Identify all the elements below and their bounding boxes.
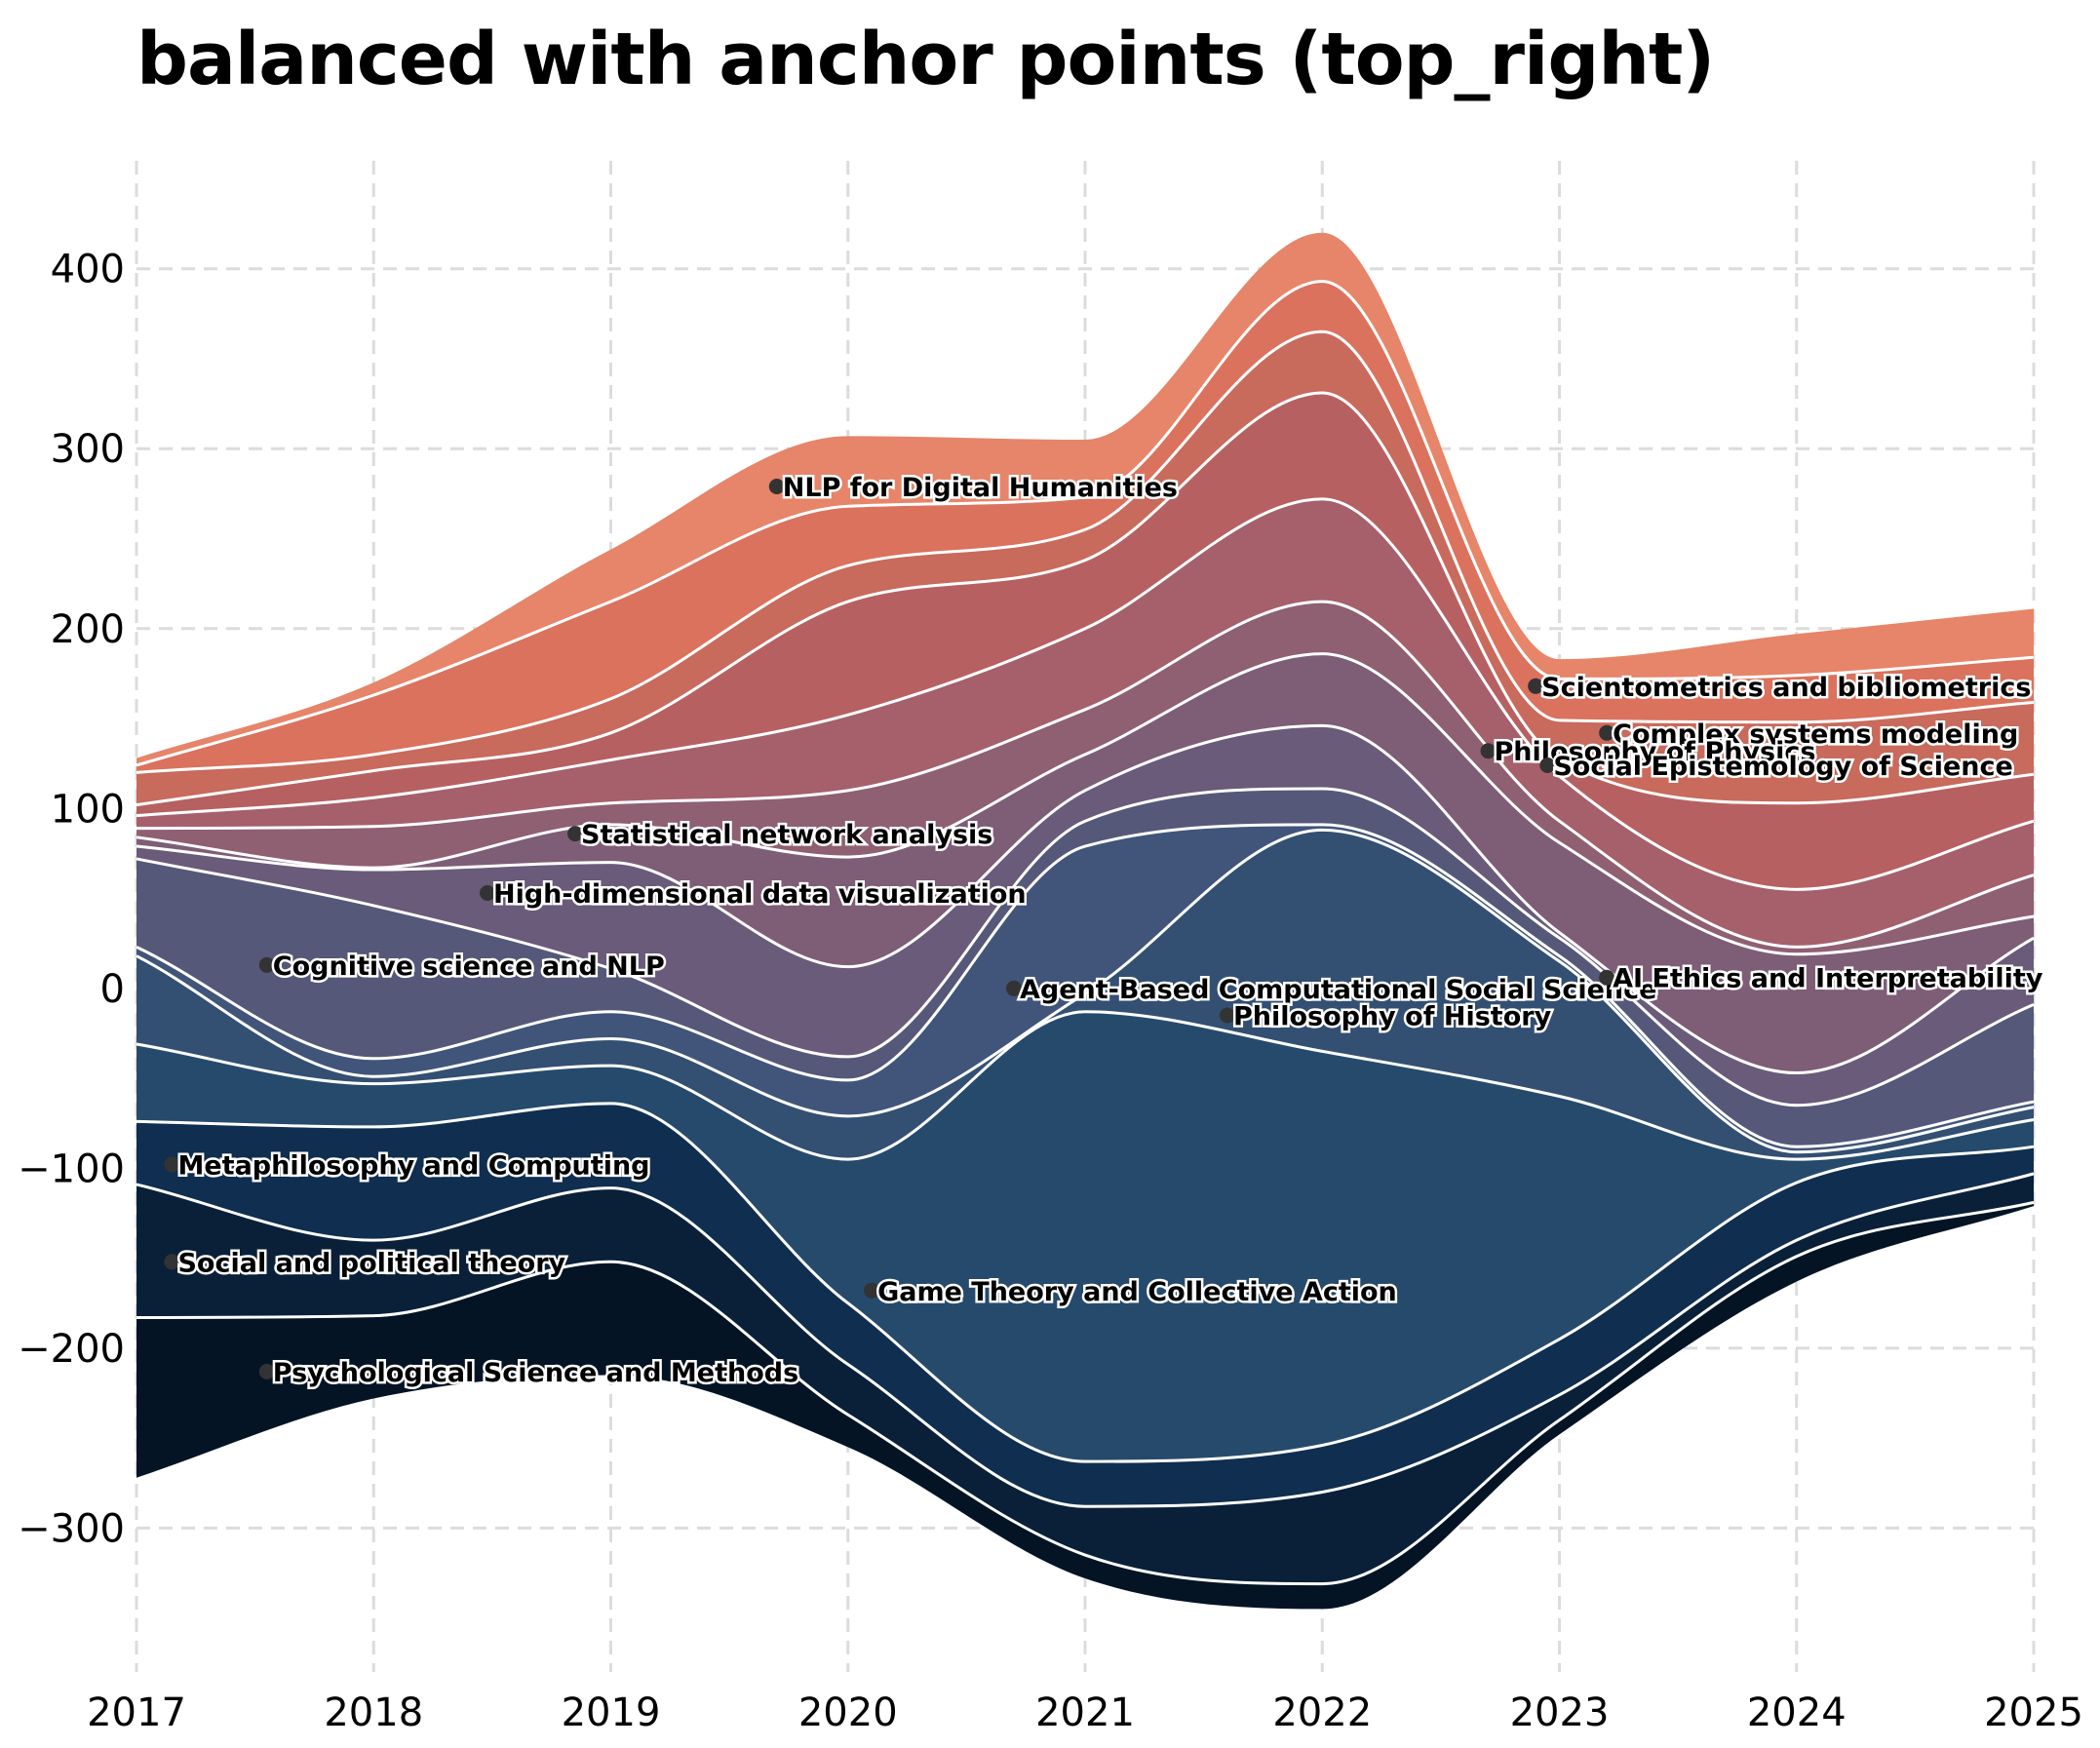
stream-area [136,1103,2034,1507]
stream-label: Cognitive science and NLP [273,952,665,982]
y-tick-label: 300 [51,427,125,472]
stream-boundary [136,652,2035,956]
stream-label: Scientometrics and bibliometrics [1541,673,2031,703]
stream-label: Agent-Based Computational Social Science [1020,975,1656,1005]
stream-area [136,281,2034,773]
stream-boundary [136,280,2035,767]
stream-area [136,1202,2034,1610]
stream-boundary [136,497,2035,891]
label-anchor-point [1599,969,1615,986]
stream-boundary [136,787,2035,1107]
stream-label: Philosophy of Physics [1495,737,1816,767]
label-anchor-point [1219,1007,1235,1024]
y-tick-label: 400 [51,248,125,292]
stream-layers [136,232,2035,1610]
chart-title: balanced with anchor points (top_right) [136,18,1715,101]
stream-area [136,788,2034,1147]
stream-label: NLP for Digital Humanities [783,473,1178,503]
x-tick-label: 2018 [324,1690,423,1735]
stream-area [136,725,2034,1106]
stream-boundary [136,391,2035,807]
stream-area [136,824,2034,1152]
label-anchor-point [258,1363,275,1379]
label-anchor-point [1528,678,1544,694]
y-tick-label: −100 [18,1146,125,1191]
x-tick-label: 2020 [798,1690,898,1735]
stream-boundary [136,1172,2035,1508]
label-anchor-point [164,1156,180,1173]
x-tick-label: 2025 [1984,1690,2083,1735]
stream-boundary [136,330,2035,774]
stream-area [136,498,2034,948]
y-tick-label: 200 [51,607,125,652]
label-anchor-point [258,956,275,973]
label-anchor-point [480,885,496,902]
x-tick-label: 2024 [1747,1690,1847,1735]
stream-boundary [136,1200,2035,1586]
x-tick-label: 2019 [562,1690,661,1735]
label-anchor-point [1006,980,1023,996]
x-tick-label: 2023 [1510,1690,1610,1735]
x-tick-label: 2022 [1272,1690,1372,1735]
stream-boundary [136,828,2035,1154]
y-tick-label: −300 [18,1506,125,1551]
x-tick-label: 2017 [87,1690,186,1735]
y-tick-label: 100 [51,787,125,832]
stream-labels: NLP for Digital Humanities Statistical ne… [164,470,2045,1390]
stream-label: Philosophy of History [1233,1001,1552,1031]
stream-boundary [136,1102,2035,1463]
stream-label: Game Theory and Collective Action [877,1277,1397,1307]
y-tick-label: 0 [100,967,125,1012]
stream-area [136,331,2034,805]
stream-label: Social Epistemology of Science [1553,752,2013,782]
label-anchor-point [1599,724,1615,741]
stream-boundary [136,1010,2035,1161]
stream-label: Complex systems modeling [1613,719,2018,750]
label-anchor-point [1539,757,1556,773]
stream-boundary [136,723,2035,1075]
label-anchor-point [567,826,584,842]
label-anchor-point [164,1254,180,1270]
axis-ticks: 2017 2018 2019 2020 2021 2022 2023 2024 2025 −300… [18,248,2083,1735]
stream-area [136,393,2034,890]
stream-label: Psychological Science and Methods [273,1358,798,1388]
stream-label: AI Ethics and Interpretability [1613,964,2043,994]
stream-boundary [136,823,2035,1148]
label-anchor-point [1480,743,1497,759]
stream-label: Metaphilosophy and Computing [177,1151,649,1182]
y-tick-label: −200 [18,1327,125,1372]
stream-boundary [136,600,2035,949]
label-anchor-point [864,1282,880,1299]
stream-area [136,1011,2034,1462]
stream-label: High-dimensional data visualization [493,879,1027,910]
stream-area [136,653,2034,1073]
x-tick-label: 2021 [1035,1690,1135,1735]
stream-label: Statistical network analysis [581,820,992,850]
label-anchor-point [768,478,785,494]
stream-label: Social and political theory [177,1248,565,1278]
